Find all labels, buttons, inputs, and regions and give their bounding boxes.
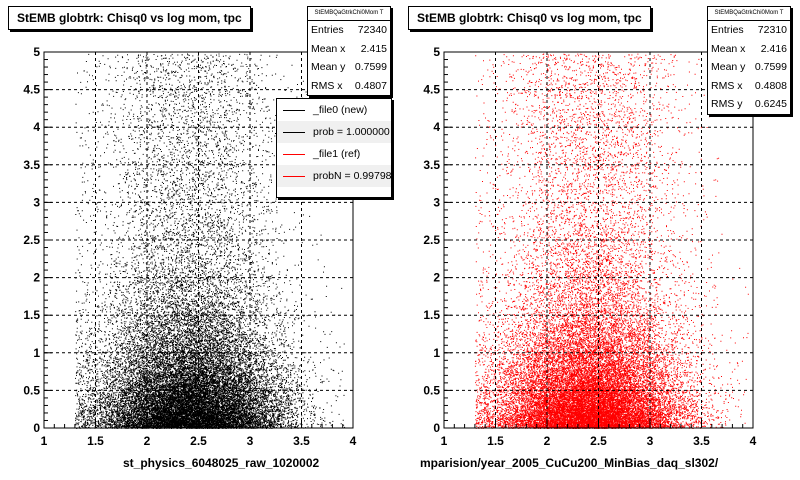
y-tick-label: 1 [33, 346, 40, 360]
legend-entry: prob = 1.000000 [277, 121, 391, 143]
stats-label: Entries [711, 24, 744, 36]
x-tick-label: 3 [247, 434, 254, 448]
right-plot-title: StEMB globtrk: Chisq0 vs log mom, tpc [408, 6, 651, 30]
y-tick-label: 3.5 [23, 158, 40, 172]
stats-label: RMS x [311, 79, 343, 92]
right-stats-header: StEMBQaGtrkChi0Mom T [708, 7, 790, 21]
legend-line-swatch [283, 109, 305, 111]
left-stats-row: Entries 72340 [308, 21, 390, 40]
stats-label: Mean x [311, 42, 346, 55]
y-tick-label: 3.5 [423, 158, 440, 172]
legend-line-swatch [283, 153, 305, 155]
y-tick-label: 5 [33, 45, 40, 59]
y-tick-label: 2.5 [23, 233, 40, 247]
stats-label: RMS x [711, 79, 743, 92]
left-stats-row: RMS x 0.4807 [308, 77, 390, 96]
left-stats-box: StEMBQaGtrkChi0Mom T Entries 72340 Mean … [307, 6, 391, 96]
x-tick-label: 3 [647, 434, 654, 448]
legend-label: prob = 1.000000 [313, 126, 390, 138]
x-tick-label: 3.5 [693, 434, 710, 448]
x-tick-label: 4 [350, 434, 357, 448]
x-tick-label: 2 [544, 434, 551, 448]
left-stats-row: Mean y 0.7599 [308, 58, 390, 77]
left-stats-header: StEMBQaGtrkChi0Mom T [308, 7, 390, 21]
left-stats-row: Mean x 2.415 [308, 40, 390, 59]
right-x-axis-label: mparision/year_2005_CuCu200_MinBias_daq_… [420, 456, 719, 470]
stats-value: 2.416 [760, 42, 787, 55]
stats-label: Entries [311, 24, 344, 36]
x-tick-label: 1.5 [87, 434, 104, 448]
y-tick-label: 5 [433, 45, 440, 59]
y-tick-label: 0.5 [423, 383, 440, 397]
y-tick-label: 1.5 [23, 308, 40, 322]
left-plot-title: StEMB globtrk: Chisq0 vs log mom, tpc [8, 6, 251, 30]
x-tick-label: 4 [750, 434, 757, 448]
y-tick-label: 0.5 [23, 383, 40, 397]
y-tick-label: 0 [33, 421, 40, 435]
right-scatter-svg: 1 1.5 2 2.5 3 3.5 4 0 0.5 1 1.5 2 2.5 3 3.5 4 4.5 5 [423, 45, 757, 448]
legend-line-swatch [283, 175, 305, 177]
y-tick-label: 2.5 [423, 233, 440, 247]
scatter-points [474, 53, 749, 429]
right-stats-row: RMS y 0.6245 [708, 95, 790, 114]
legend-entry: probN = 0.997986 [277, 165, 391, 187]
right-stats-row: Mean y 0.7599 [708, 58, 790, 77]
y-tick-label: 4 [33, 120, 40, 134]
y-tick-label: 2 [433, 271, 440, 285]
legend-line-swatch [283, 131, 305, 133]
right-stats-row: RMS x 0.4808 [708, 77, 790, 96]
stats-label: Mean x [711, 42, 746, 55]
y-tick-label: 4.5 [23, 83, 40, 97]
stats-value: 0.7599 [354, 61, 387, 73]
legend-label: _file0 (new) [313, 104, 368, 116]
y-tick-label: 2 [33, 271, 40, 285]
legend-entry: _file0 (new) [277, 99, 391, 121]
y-tick-label: 1 [433, 346, 440, 360]
x-tick-label: 1 [41, 434, 48, 448]
stats-value: 72340 [357, 24, 387, 36]
right-plot-pad: 1 1.5 2 2.5 3 3.5 4 0 0.5 1 1.5 2 2.5 3 3.5 4 4.5 5 StEMB… [400, 0, 800, 480]
stats-label: Mean y [711, 61, 746, 73]
y-tick-label: 3 [433, 195, 440, 209]
stats-value: 2.415 [360, 42, 387, 55]
x-tick-label: 3.5 [293, 434, 310, 448]
y-tick-label: 1.5 [423, 308, 440, 322]
left-plot-pad: 1 1.5 2 2.5 3 3.5 4 0 0.5 1 1.5 2 2.5 3 3.5 4 4.5 5 StEMB… [8, 6, 392, 470]
left-x-axis-label: st_physics_6048025_raw_1020002 [123, 456, 320, 470]
stats-value: 0.4807 [354, 79, 387, 92]
y-tick-label: 0 [433, 421, 440, 435]
stats-label: Mean y [311, 61, 346, 73]
left-scatter-svg: 1 1.5 2 2.5 3 3.5 4 0 0.5 1 1.5 2 2.5 3 3.5 4 4.5 5 [23, 45, 357, 448]
x-tick-label: 2.5 [190, 434, 207, 448]
y-tick-label: 4 [433, 120, 440, 134]
y-tick-label: 4.5 [423, 83, 440, 97]
y-tick-label: 3 [33, 195, 40, 209]
stats-value: 0.6245 [754, 98, 787, 110]
stats-value: 72310 [757, 24, 787, 36]
left-legend: _file0 (new) prob = 1.000000 _file1 (ref… [276, 98, 392, 198]
x-tick-label: 1 [441, 434, 448, 448]
scatter-points [75, 53, 346, 429]
legend-label: probN = 0.997986 [313, 170, 392, 182]
x-tick-label: 2.5 [590, 434, 607, 448]
x-tick-label: 1.5 [487, 434, 504, 448]
right-stats-box: StEMBQaGtrkChi0Mom T Entries 72310 Mean … [707, 6, 791, 115]
right-stats-row: Mean x 2.416 [708, 40, 790, 59]
stats-label: RMS y [711, 98, 743, 110]
legend-entry: _file1 (ref) [277, 143, 391, 165]
x-tick-label: 2 [144, 434, 151, 448]
stats-value: 0.4808 [754, 79, 787, 92]
right-stats-row: Entries 72310 [708, 21, 790, 40]
stats-value: 0.7599 [754, 61, 787, 73]
legend-label: _file1 (ref) [313, 148, 361, 160]
